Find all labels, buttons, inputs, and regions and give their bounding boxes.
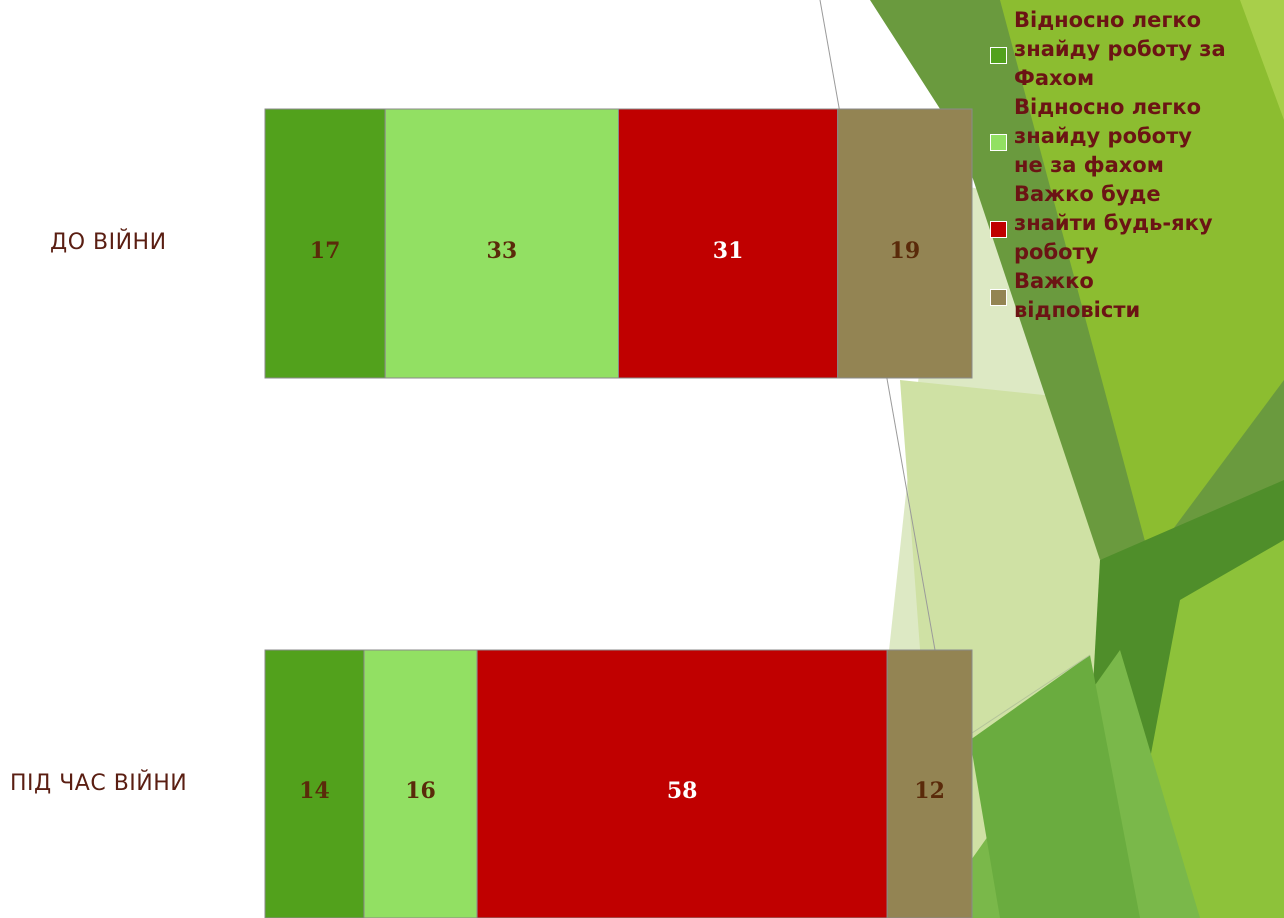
bar-data-label: 58 bbox=[667, 778, 698, 804]
bar-data-label: 19 bbox=[890, 238, 921, 264]
bg-shape-lime-tip bbox=[1240, 0, 1284, 120]
bar-segment bbox=[264, 108, 386, 379]
bg-shape-mid2 bbox=[970, 655, 1140, 918]
legend-item-hard-any-job: Важко буде знайти будь-яку роботу bbox=[988, 180, 1284, 267]
legend-swatch bbox=[990, 289, 1007, 306]
bar-data-label: 16 bbox=[405, 778, 436, 804]
bar-segment bbox=[384, 108, 619, 379]
bar-data-label: 14 bbox=[299, 778, 330, 804]
legend-swatch bbox=[990, 47, 1007, 64]
legend-item-easy-other-field: Відносно легко знайду роботу не за фахом bbox=[988, 93, 1284, 180]
bar-segment bbox=[264, 649, 365, 918]
category-label-during-war: ПІД ЧАС ВІЙНИ bbox=[10, 771, 188, 796]
bar-data-label: 31 bbox=[713, 238, 744, 264]
bar-segment bbox=[363, 649, 478, 918]
legend-text-line: Важко bbox=[1014, 269, 1094, 293]
legend-text-line: знайду роботу за bbox=[1014, 37, 1226, 61]
bar-segment bbox=[476, 649, 888, 918]
bar-data-label: 33 bbox=[487, 238, 518, 264]
legend-text-line: Відносно легко bbox=[1014, 95, 1202, 119]
category-label-before-war: ДО ВІЙНИ bbox=[50, 230, 167, 255]
legend-text-line: відповісти bbox=[1014, 298, 1141, 322]
legend-text-line: знайду роботу bbox=[1014, 124, 1192, 148]
legend-item-easy-own-field: Відносно легко знайду роботу за Фахом bbox=[988, 6, 1284, 93]
bar-data-label: 17 bbox=[310, 238, 341, 264]
bar-data-label: 12 bbox=[914, 778, 945, 804]
leader-line-2 bbox=[971, 654, 1091, 734]
bar-segment bbox=[837, 108, 973, 379]
legend-text-line: Важко буде bbox=[1014, 182, 1161, 206]
bg-shape-lime bbox=[1000, 0, 1284, 560]
legend-text-line: Відносно легко bbox=[1014, 8, 1202, 32]
bar-segment bbox=[886, 649, 973, 918]
legend-text-line: Фахом bbox=[1014, 66, 1095, 90]
legend-item-hard-to-answer: Важко відповісти bbox=[988, 267, 1284, 325]
legend-swatch bbox=[990, 134, 1007, 151]
bar-segment bbox=[618, 108, 839, 379]
legend-text-line: знайти будь-яку bbox=[1014, 211, 1213, 235]
legend-swatch bbox=[990, 221, 1007, 238]
legend: Відносно легко знайду роботу за Фахом Ві… bbox=[988, 6, 1284, 325]
legend-text-line: роботу bbox=[1014, 240, 1099, 264]
legend-text-line: не за фахом bbox=[1014, 153, 1164, 177]
